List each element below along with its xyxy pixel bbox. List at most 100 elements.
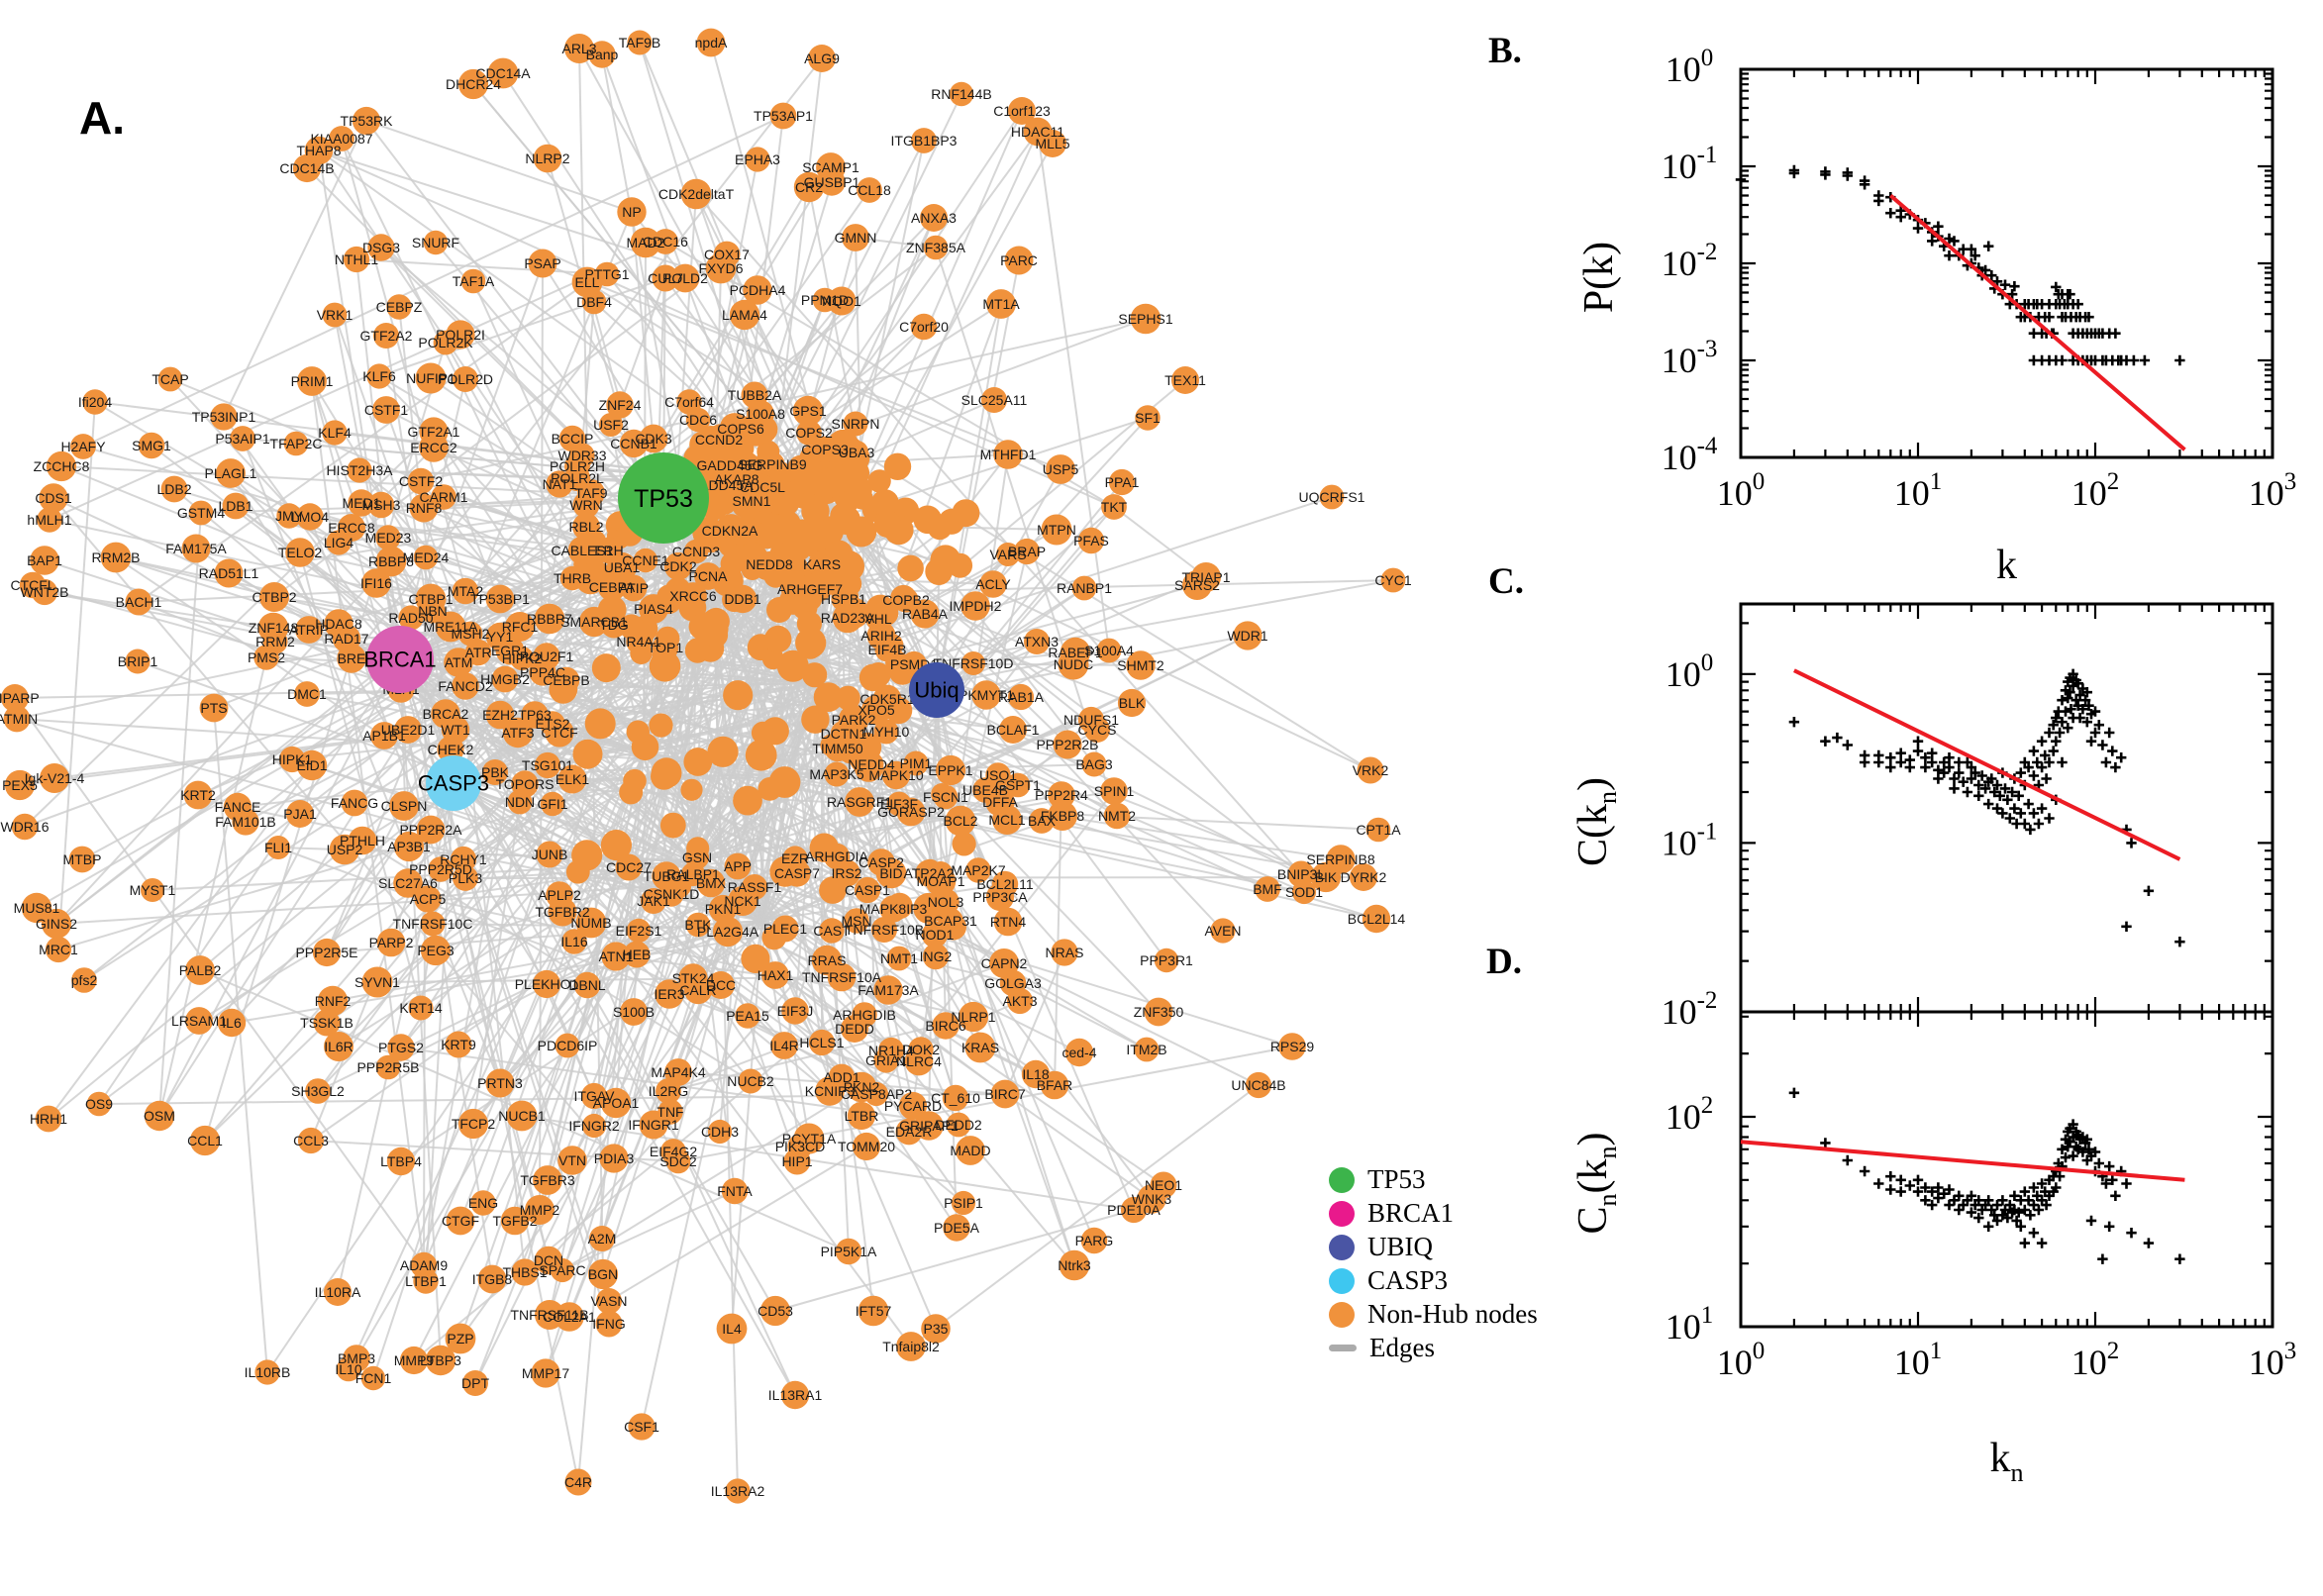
gene-node bbox=[881, 760, 911, 790]
gene-node-label: XRCC6 bbox=[669, 588, 717, 604]
gene-node-label: KARS bbox=[803, 556, 841, 572]
gene-node-label: ADAM9 bbox=[400, 1257, 448, 1273]
gene-node bbox=[347, 457, 372, 483]
gene-node-label: FSCN1 bbox=[923, 789, 968, 805]
gene-node-label: H2AFY bbox=[60, 439, 106, 454]
gene-node bbox=[485, 584, 515, 614]
gene-node-label: GRIA1 bbox=[865, 1052, 907, 1068]
gene-node bbox=[893, 587, 919, 613]
gene-node-label: RAB4A bbox=[902, 606, 949, 622]
gene-node bbox=[336, 1356, 361, 1382]
svg-text:102: 102 bbox=[2071, 1338, 2120, 1382]
gene-node-label: Tnfaip8l2 bbox=[882, 1339, 940, 1354]
gene-node-label: NAT1 bbox=[543, 476, 577, 492]
gene-node bbox=[567, 536, 597, 565]
gene-node-label: MMP9 bbox=[394, 1352, 435, 1368]
gene-node-label: CCNB1 bbox=[610, 436, 657, 451]
gene-node-label: MMP17 bbox=[522, 1365, 569, 1381]
gene-node-label: NMT1 bbox=[880, 950, 918, 966]
gene-node-label: PARG bbox=[1075, 1233, 1114, 1248]
gene-node bbox=[393, 868, 423, 898]
gene-node bbox=[707, 1119, 733, 1145]
gene-node-label: CASP8AP2 bbox=[841, 1086, 913, 1102]
legend-dot-icon bbox=[1329, 1200, 1355, 1227]
gene-node-label: NDUFS1 bbox=[1063, 712, 1119, 728]
svg-text:P(k): P(k) bbox=[1576, 242, 1622, 313]
gene-node bbox=[393, 831, 425, 862]
gene-node bbox=[606, 391, 634, 419]
gene-node bbox=[183, 780, 213, 810]
gene-node-label: CR2 bbox=[795, 179, 823, 195]
gene-node-label: SNURF bbox=[412, 235, 459, 250]
gene-node-label: SDC2 bbox=[659, 1153, 697, 1169]
gene-node bbox=[1245, 1071, 1272, 1099]
gene-node bbox=[341, 789, 368, 817]
gene-node bbox=[757, 551, 782, 577]
gene-node bbox=[564, 1468, 592, 1496]
gene-node bbox=[1, 684, 29, 712]
svg-text:100: 100 bbox=[1666, 45, 1714, 89]
gene-node-label: BAG3 bbox=[1075, 756, 1113, 772]
gene-node-label: TAF1A bbox=[453, 273, 495, 289]
gene-node bbox=[324, 1278, 352, 1306]
gene-node bbox=[958, 1001, 989, 1033]
gene-node bbox=[294, 681, 320, 707]
gene-node bbox=[965, 857, 991, 883]
gene-node bbox=[655, 979, 684, 1009]
gene-node bbox=[827, 962, 857, 992]
gene-node-label: Igk-V21-4 bbox=[25, 770, 85, 786]
gene-node-label: TNFRSF10C bbox=[393, 916, 473, 932]
gene-node-label: TGFB2 bbox=[492, 1213, 537, 1229]
gene-node bbox=[157, 366, 183, 392]
gene-node bbox=[386, 1147, 416, 1176]
gene-node-label: KCNIP3 bbox=[805, 1083, 856, 1099]
gene-node bbox=[283, 431, 309, 456]
gene-node-label: CYCS bbox=[1078, 722, 1117, 738]
gene-node bbox=[1255, 876, 1280, 902]
gene-node-label: GSN bbox=[682, 849, 712, 865]
gene-node bbox=[819, 918, 845, 944]
gene-node bbox=[1080, 1227, 1108, 1254]
gene-node bbox=[144, 1100, 175, 1132]
gene-node bbox=[322, 420, 348, 446]
gene-node-label: JMY bbox=[275, 508, 304, 524]
panel-label-a: A. bbox=[79, 92, 125, 144]
gene-node bbox=[844, 440, 869, 465]
gene-node bbox=[738, 487, 765, 515]
gene-node bbox=[724, 852, 752, 880]
gene-node bbox=[31, 578, 58, 606]
gene-node bbox=[528, 249, 557, 278]
gene-node-label: GADD45G bbox=[697, 457, 763, 473]
gene-node-label: ANXA3 bbox=[911, 210, 957, 226]
gene-node-label: NUFIP1 bbox=[406, 370, 455, 386]
gene-node-label: IL16 bbox=[560, 934, 587, 949]
gene-node-label: FKBP8 bbox=[1041, 808, 1085, 824]
gene-node bbox=[254, 1359, 280, 1385]
gene-node bbox=[903, 750, 929, 776]
gene-node bbox=[599, 413, 623, 437]
hub-node-label: Ubiq bbox=[914, 678, 959, 703]
gene-node-label: CHEK2 bbox=[428, 742, 474, 757]
gene-node-label: PKN2 bbox=[844, 1079, 880, 1095]
gene-node-label: ACLY bbox=[975, 576, 1011, 592]
svg-text:101: 101 bbox=[1894, 468, 1943, 513]
gene-node bbox=[1071, 575, 1097, 601]
gene-node-label: MAD2 bbox=[627, 235, 665, 250]
axis-ticks bbox=[1739, 1012, 2274, 1329]
legend-label: BRCA1 bbox=[1367, 1198, 1455, 1228]
gene-node bbox=[596, 1288, 622, 1314]
gene-node bbox=[971, 680, 1001, 710]
gene-node bbox=[86, 1091, 112, 1117]
gene-node-label: C7orf20 bbox=[899, 319, 949, 335]
gene-node-label: CTGF bbox=[442, 1213, 479, 1229]
gene-node-label: MRC1 bbox=[39, 942, 78, 957]
legend-label: TP53 bbox=[1367, 1164, 1426, 1194]
gene-node bbox=[964, 1032, 996, 1063]
gene-node-label: CDK2deltaT bbox=[658, 186, 735, 202]
gene-node-label: RFC1 bbox=[502, 619, 539, 635]
gene-node-label: USF2 bbox=[593, 417, 629, 433]
gene-node-label: TKT bbox=[1101, 499, 1128, 515]
gene-node-label: COL2A1 bbox=[543, 1309, 596, 1325]
gene-node-label: CPT1A bbox=[1356, 822, 1401, 838]
gene-node bbox=[1048, 781, 1075, 809]
